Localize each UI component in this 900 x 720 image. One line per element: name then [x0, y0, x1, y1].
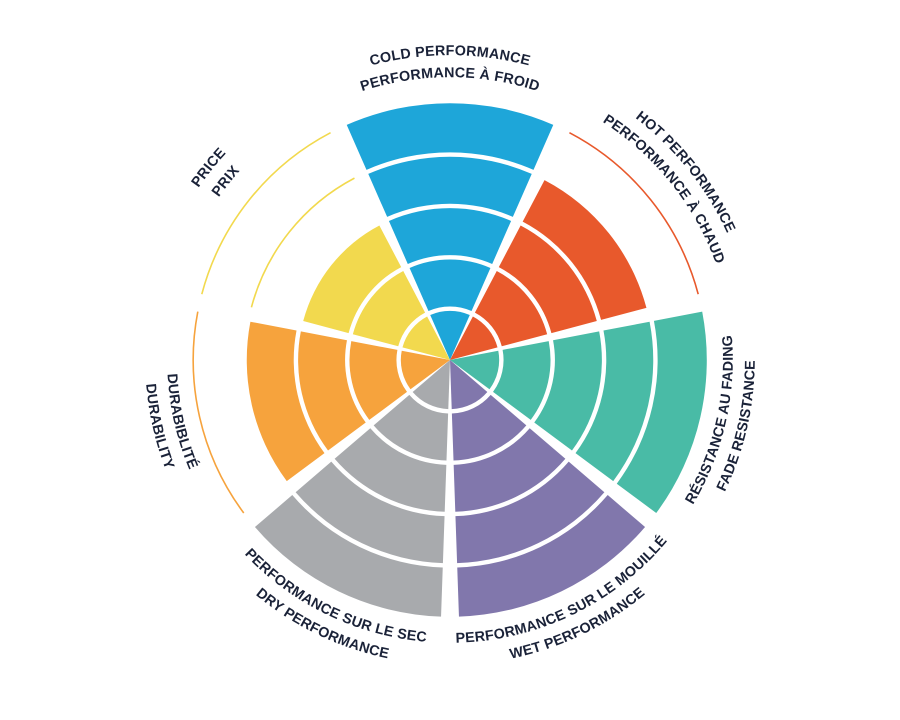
svg-text:HOT PERFORMANCE: HOT PERFORMANCE	[633, 108, 739, 235]
svg-text:PERFORMANCE À FROID: PERFORMANCE À FROID	[359, 65, 542, 95]
